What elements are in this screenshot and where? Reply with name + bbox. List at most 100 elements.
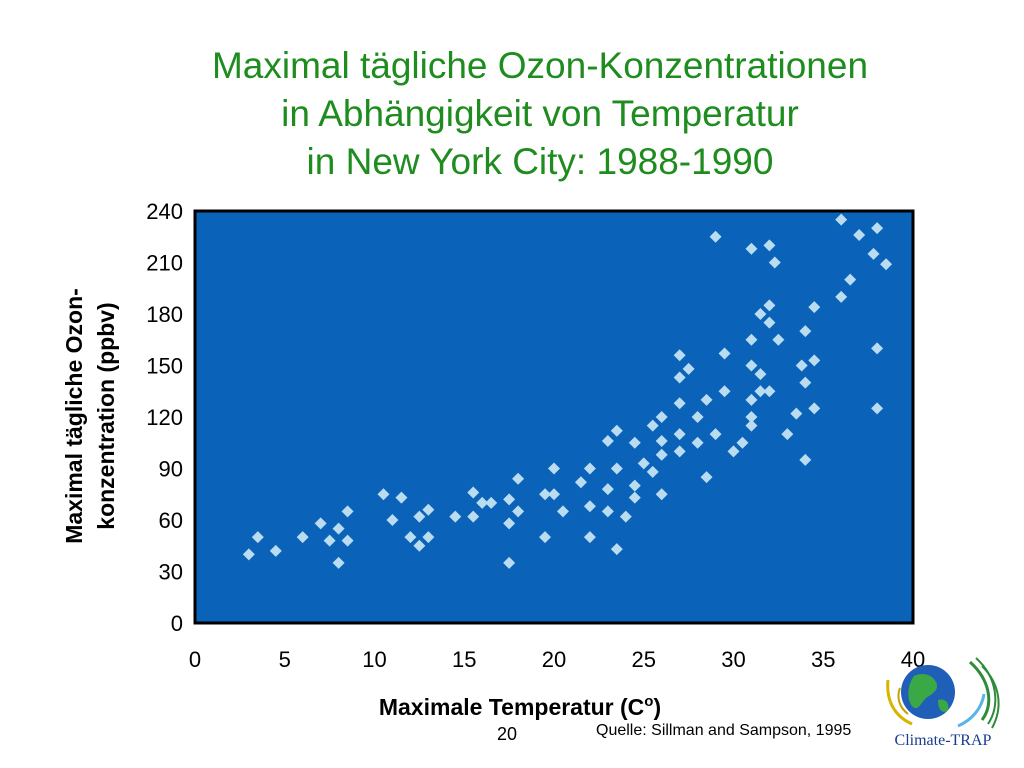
data-point bbox=[503, 517, 516, 530]
data-point bbox=[251, 531, 264, 544]
data-point bbox=[763, 299, 776, 312]
data-point bbox=[655, 488, 668, 501]
x-tick-label: 35 bbox=[811, 647, 835, 672]
x-tick-label: 0 bbox=[189, 647, 201, 672]
data-point bbox=[808, 301, 821, 314]
data-point bbox=[745, 333, 758, 346]
data-point bbox=[646, 465, 659, 478]
data-point bbox=[754, 308, 767, 320]
x-axis-label-main: Maximale Temperatur (C bbox=[379, 694, 644, 720]
data-point bbox=[682, 362, 695, 375]
data-point bbox=[781, 428, 794, 441]
data-point bbox=[539, 531, 552, 544]
data-point bbox=[512, 505, 525, 518]
data-point bbox=[754, 385, 767, 398]
data-point bbox=[709, 230, 722, 243]
title-line-2: in Abhängigkeit von Temperatur bbox=[281, 93, 799, 134]
data-point bbox=[745, 419, 758, 432]
data-point bbox=[673, 397, 686, 410]
y-tick-label: 120 bbox=[146, 405, 183, 430]
data-point bbox=[691, 436, 704, 449]
data-point bbox=[377, 488, 390, 501]
y-tick-label: 30 bbox=[159, 560, 183, 585]
slide-title: Maximal tägliche Ozon-Konzentrationen in… bbox=[0, 42, 1024, 186]
data-point bbox=[332, 556, 345, 569]
data-point bbox=[763, 316, 776, 329]
y-tick-label: 0 bbox=[171, 611, 183, 636]
data-point bbox=[709, 428, 722, 441]
data-point bbox=[637, 457, 650, 470]
data-point bbox=[745, 393, 758, 406]
data-point bbox=[341, 534, 354, 547]
data-point bbox=[835, 290, 848, 303]
data-point bbox=[610, 543, 623, 556]
data-point bbox=[601, 483, 614, 496]
data-point bbox=[619, 510, 632, 523]
data-point bbox=[539, 488, 552, 501]
data-point bbox=[242, 548, 255, 561]
y-tick-label: 90 bbox=[159, 457, 183, 482]
y-axis: 0 30 60 90 120 150 180 210 240 bbox=[146, 199, 183, 636]
data-point bbox=[413, 510, 426, 523]
data-point bbox=[476, 496, 489, 509]
x-tick-label: 30 bbox=[721, 647, 745, 672]
data-point bbox=[556, 505, 569, 518]
data-point bbox=[583, 500, 596, 513]
data-point bbox=[655, 411, 668, 423]
data-point bbox=[583, 531, 596, 544]
data-point bbox=[754, 368, 767, 381]
data-point bbox=[332, 522, 345, 535]
data-point bbox=[871, 342, 884, 355]
data-point bbox=[880, 258, 893, 271]
data-point bbox=[871, 222, 884, 235]
data-point bbox=[745, 359, 758, 372]
data-point bbox=[548, 488, 560, 501]
x-axis-label-close: ) bbox=[653, 694, 661, 720]
data-point bbox=[467, 510, 480, 523]
data-point bbox=[799, 325, 812, 338]
data-point bbox=[673, 349, 686, 362]
y-axis-label: Maximal tägliche Ozon- konzentration (pp… bbox=[61, 288, 119, 544]
logo-text: Climate-TRAP bbox=[894, 732, 992, 749]
data-point bbox=[763, 239, 776, 252]
data-point bbox=[844, 273, 857, 286]
y-tick-label: 180 bbox=[146, 302, 183, 327]
y-tick-label: 150 bbox=[146, 354, 183, 379]
globe-icon bbox=[886, 657, 1000, 729]
data-point bbox=[655, 435, 668, 448]
data-points bbox=[242, 213, 893, 569]
data-point bbox=[799, 376, 812, 389]
data-point bbox=[795, 359, 808, 372]
source-citation: Quelle: Sillman and Sampson, 1995 bbox=[596, 722, 852, 739]
data-point bbox=[467, 486, 480, 499]
data-point bbox=[628, 436, 641, 449]
y-axis-label-line-2: konzentration (ppbv) bbox=[93, 302, 119, 529]
x-tick-label: 5 bbox=[279, 647, 291, 672]
data-point bbox=[610, 462, 623, 475]
data-point bbox=[718, 347, 731, 360]
x-tick-label: 20 bbox=[542, 647, 566, 672]
data-point bbox=[808, 354, 821, 367]
data-point bbox=[422, 531, 435, 544]
y-tick-label: 60 bbox=[159, 508, 183, 533]
data-point bbox=[296, 531, 309, 544]
plot-area bbox=[193, 209, 915, 625]
y-tick-label: 240 bbox=[146, 199, 183, 224]
title-line-3: in New York City: 1988-1990 bbox=[306, 141, 774, 182]
title-line-1: Maximal tägliche Ozon-Konzentrationen bbox=[211, 45, 869, 86]
data-point bbox=[503, 556, 516, 569]
data-point bbox=[628, 491, 641, 504]
data-point bbox=[485, 496, 498, 509]
data-point bbox=[574, 476, 587, 489]
data-point bbox=[691, 411, 704, 423]
data-point bbox=[718, 385, 731, 398]
data-point bbox=[871, 402, 884, 415]
data-point bbox=[790, 407, 803, 420]
data-point bbox=[341, 505, 354, 518]
data-point bbox=[583, 462, 596, 475]
data-point bbox=[745, 411, 758, 423]
data-point bbox=[799, 453, 812, 466]
data-point bbox=[601, 435, 614, 448]
data-point bbox=[269, 544, 282, 557]
